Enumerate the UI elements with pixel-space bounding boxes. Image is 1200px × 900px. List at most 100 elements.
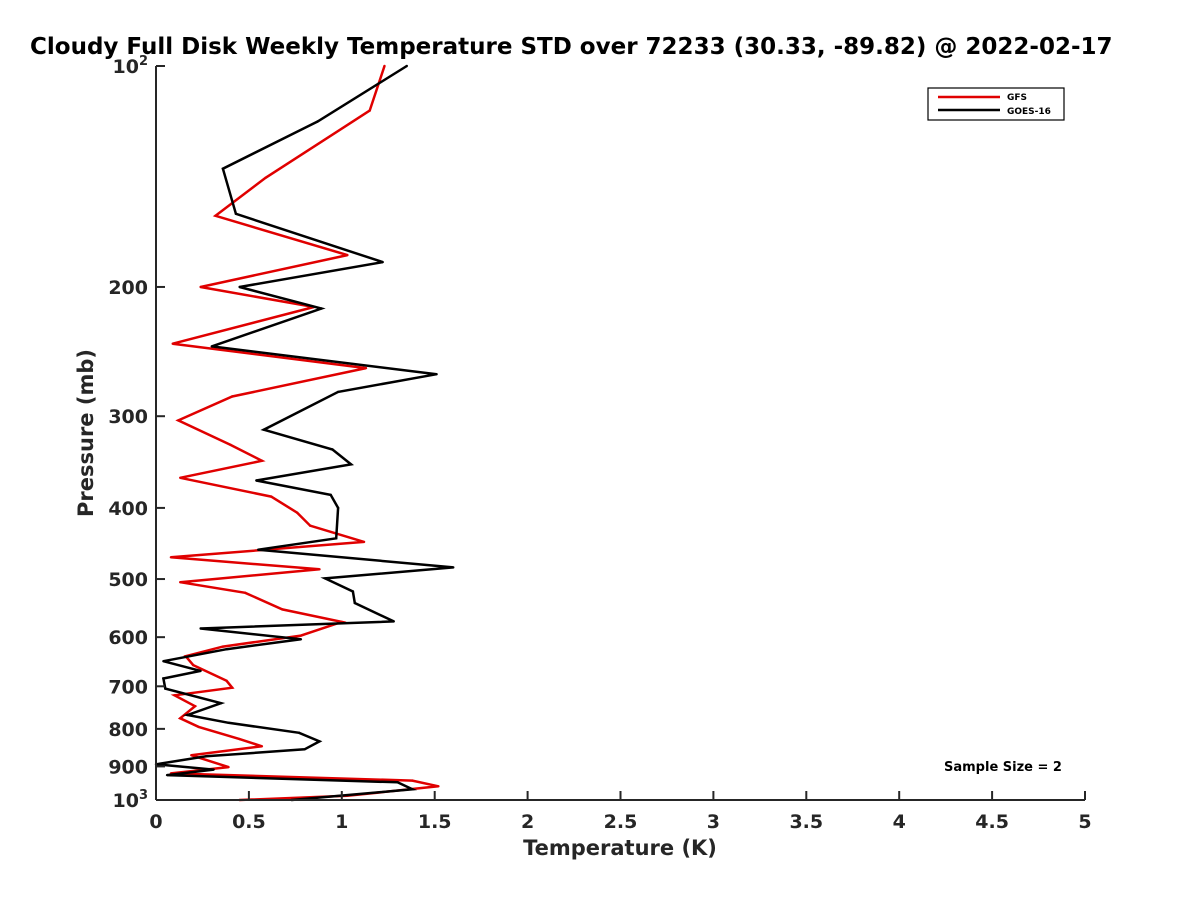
y-tick-label: 400 — [108, 498, 148, 520]
data-point-goes-16-36 — [205, 755, 208, 758]
y-tick-label: 600 — [108, 627, 148, 649]
data-point-gfs-20 — [179, 581, 182, 584]
data-point-goes-16-10 — [262, 428, 265, 431]
x-tick-label: 1.5 — [418, 811, 452, 833]
data-point-goes-16-19 — [323, 577, 327, 580]
data-point-goes-16-30 — [219, 702, 223, 705]
data-point-goes-16-16 — [335, 537, 338, 540]
x-tick-label: 0.5 — [232, 811, 266, 833]
data-point-goes-16-18 — [452, 566, 455, 569]
data-point-goes-16-11 — [331, 448, 334, 451]
data-point-gfs-25 — [221, 645, 225, 648]
data-point-goes-16-39 — [165, 773, 169, 777]
legend-box — [927, 87, 1065, 121]
data-point-goes-16-7 — [210, 345, 213, 348]
data-point-goes-16-6 — [320, 307, 323, 310]
data-point-gfs-8 — [364, 366, 368, 370]
data-point-gfs-10 — [177, 419, 180, 422]
data-point-goes-16-14 — [329, 493, 332, 497]
y-ticks: 200 300 400 500 600 700 800 900 102 103 — [108, 54, 165, 812]
data-point-goes-16-32 — [227, 721, 230, 724]
x-tick-label: 5 — [1078, 811, 1091, 833]
data-point-goes-16-28 — [162, 677, 165, 680]
data-point-goes-16-17 — [257, 548, 260, 551]
data-point-goes-16-5 — [238, 285, 241, 289]
y-tick-label: 300 — [108, 406, 148, 428]
data-point-gfs-18 — [169, 556, 173, 559]
data-point-goes-16-0 — [405, 64, 408, 68]
data-point-gfs-14 — [270, 495, 273, 498]
data-point-gfs-13 — [179, 476, 182, 479]
data-point-gfs-29 — [231, 686, 234, 689]
data-point-gfs-5 — [199, 285, 202, 289]
y-tick-label: 700 — [108, 676, 148, 698]
data-point-gfs-12 — [260, 459, 264, 462]
data-point-gfs-32 — [179, 717, 182, 720]
data-point-gfs-1 — [368, 109, 371, 112]
data-point-goes-16-38 — [212, 768, 215, 771]
y-tick-label-power: 103 — [113, 788, 149, 812]
data-point-goes-16-21 — [353, 601, 356, 605]
data-point-goes-16-20 — [351, 590, 355, 593]
data-point-gfs-21 — [244, 591, 247, 594]
data-point-gfs-31 — [193, 705, 197, 708]
series-layer — [154, 64, 455, 802]
x-tick-label: 4.5 — [975, 811, 1009, 833]
x-tick-label: 1 — [335, 811, 348, 833]
data-point-gfs-9 — [231, 395, 234, 398]
data-point-goes-16-9 — [336, 390, 340, 394]
data-point-gfs-3 — [214, 214, 217, 217]
data-point-gfs-4 — [346, 253, 349, 257]
data-point-goes-16-29 — [164, 687, 167, 690]
chart-title: Cloudy Full Disk Weekly Temperature STD … — [30, 34, 1113, 60]
legend: GFS GOES-16 — [927, 87, 1065, 121]
data-point-gfs-28 — [225, 679, 228, 682]
data-point-gfs-27 — [192, 663, 195, 667]
data-point-goes-16-13 — [255, 479, 258, 482]
data-point-gfs-2 — [264, 176, 267, 179]
data-point-gfs-7 — [171, 342, 174, 345]
data-point-goes-16-25 — [225, 648, 228, 651]
data-point-goes-16-41 — [411, 788, 414, 791]
data-point-goes-16-8 — [435, 373, 438, 376]
data-point-goes-16-15 — [336, 506, 340, 510]
data-point-gfs-36 — [190, 754, 193, 757]
data-point-goes-16-23 — [199, 627, 202, 630]
y-tick-label: 200 — [108, 277, 148, 299]
data-point-goes-16-4 — [381, 260, 384, 264]
data-point-goes-16-1 — [316, 120, 319, 123]
data-point-goes-16-40 — [396, 781, 399, 784]
plot-area — [156, 66, 1085, 800]
data-point-goes-16-34 — [318, 740, 321, 743]
y-tick-label: 800 — [108, 719, 148, 741]
data-point-goes-16-3 — [234, 212, 238, 215]
sample-size-annotation: Sample Size = 2 — [944, 760, 1062, 775]
x-tick-label: 2.5 — [604, 811, 638, 833]
data-point-gfs-16 — [309, 524, 312, 527]
data-point-goes-16-2 — [221, 167, 225, 170]
data-point-goes-16-35 — [303, 748, 306, 751]
x-tick-label: 3.5 — [789, 811, 823, 833]
y-tick-label: 900 — [108, 756, 148, 778]
data-point-goes-16-27 — [199, 669, 202, 673]
x-tick-label: 3 — [707, 811, 720, 833]
data-point-gfs-40 — [437, 785, 440, 788]
x-ticks: 0 0.5 1 1.5 2 2.5 3 3.5 4 4.5 5 — [149, 791, 1092, 833]
data-point-gfs-15 — [296, 511, 299, 514]
data-point-goes-16-26 — [162, 660, 165, 663]
data-point-gfs-30 — [173, 694, 176, 697]
data-point-gfs-35 — [260, 745, 264, 748]
data-point-goes-16-24 — [299, 638, 303, 641]
data-point-goes-16-31 — [186, 713, 189, 717]
data-point-gfs-22 — [281, 608, 284, 611]
y-tick-label: 500 — [108, 569, 148, 591]
data-point-gfs-33 — [197, 725, 200, 729]
data-point-gfs-24 — [299, 634, 303, 637]
legend-label-goes-16: GOES-16 — [1007, 107, 1051, 117]
data-point-gfs-0 — [383, 64, 386, 68]
y-tick-label-power: 102 — [113, 54, 149, 78]
x-tick-label: 4 — [893, 811, 906, 833]
data-point-gfs-19 — [318, 568, 321, 571]
data-point-gfs-17 — [362, 540, 366, 544]
